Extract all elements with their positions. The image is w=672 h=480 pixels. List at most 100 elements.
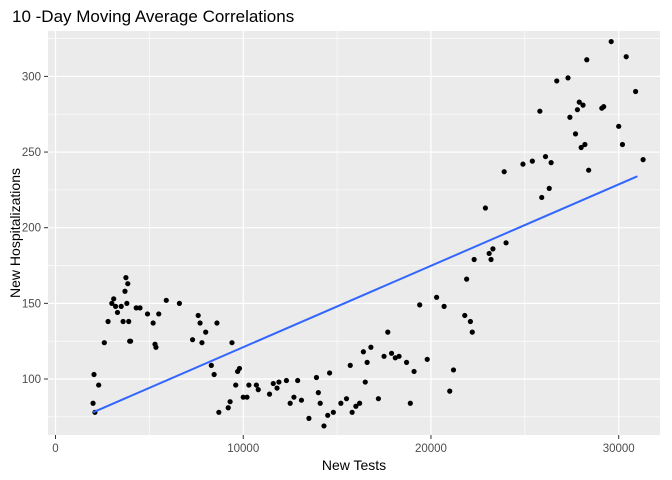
data-point bbox=[313, 374, 320, 381]
minor-gridlines bbox=[48, 31, 660, 435]
data-point bbox=[306, 415, 312, 421]
data-point bbox=[295, 377, 301, 384]
data-point bbox=[572, 131, 579, 137]
data-point bbox=[360, 349, 366, 355]
data-point bbox=[111, 296, 117, 302]
y-tick-label: 200 bbox=[22, 223, 41, 235]
y-tick-label: 300 bbox=[22, 71, 41, 83]
data-point bbox=[353, 403, 359, 409]
data-point bbox=[554, 78, 560, 84]
data-point bbox=[197, 320, 203, 326]
y-tick-label: 100 bbox=[22, 374, 41, 386]
data-point bbox=[403, 359, 410, 365]
data-point bbox=[195, 312, 201, 319]
x-tick-label: 0 bbox=[52, 443, 58, 455]
data-point bbox=[619, 141, 626, 148]
data-point bbox=[287, 400, 293, 406]
data-point bbox=[616, 123, 622, 129]
data-point bbox=[214, 320, 220, 326]
data-point bbox=[542, 153, 549, 160]
data-point bbox=[539, 194, 545, 201]
data-point bbox=[283, 377, 290, 384]
data-point bbox=[434, 294, 440, 300]
data-point bbox=[211, 371, 217, 378]
chart-title: 10 -Day Moving Average Correlations bbox=[12, 7, 294, 26]
data-point bbox=[582, 141, 588, 148]
data-point bbox=[326, 370, 333, 376]
data-point bbox=[118, 303, 124, 309]
y-tick-label: 250 bbox=[22, 147, 41, 159]
data-point bbox=[576, 99, 582, 105]
data-point bbox=[537, 108, 543, 114]
data-point bbox=[90, 400, 96, 406]
data-point bbox=[101, 340, 107, 346]
data-point bbox=[503, 240, 509, 246]
data-point bbox=[529, 158, 535, 164]
data-point bbox=[321, 423, 327, 429]
data-point bbox=[112, 303, 119, 309]
data-point bbox=[347, 362, 353, 368]
data-point bbox=[385, 329, 391, 335]
data-point bbox=[368, 344, 374, 350]
data-point bbox=[199, 340, 205, 346]
data-point bbox=[565, 75, 571, 81]
data-point bbox=[126, 318, 132, 325]
data-point bbox=[125, 281, 131, 287]
regression-line bbox=[92, 175, 638, 414]
data-point bbox=[471, 256, 477, 263]
data-point bbox=[96, 382, 102, 388]
data-point bbox=[176, 300, 183, 306]
data-point bbox=[469, 329, 475, 335]
data-point bbox=[208, 362, 214, 368]
x-axis-title: New Tests bbox=[322, 457, 386, 473]
data-point bbox=[124, 300, 130, 306]
data-point bbox=[396, 353, 402, 359]
data-point bbox=[315, 390, 321, 396]
plot-panel bbox=[48, 31, 660, 435]
y-axis-title: New Hospitalizations bbox=[7, 168, 23, 298]
data-point bbox=[490, 246, 496, 252]
scatter-points bbox=[90, 38, 646, 429]
data-point bbox=[388, 350, 395, 356]
y-axis-ticks: 100 150 200 250 300 bbox=[22, 71, 48, 386]
trend-line bbox=[92, 175, 638, 414]
data-point bbox=[246, 382, 252, 388]
data-point bbox=[325, 412, 331, 418]
data-point bbox=[462, 312, 468, 319]
x-tick-label: 20000 bbox=[415, 443, 447, 455]
data-point bbox=[216, 409, 222, 415]
x-tick-label: 10000 bbox=[227, 443, 259, 455]
data-point bbox=[133, 305, 139, 311]
data-point bbox=[464, 276, 470, 282]
data-point bbox=[343, 396, 350, 402]
data-point bbox=[546, 185, 552, 191]
data-point bbox=[236, 365, 243, 372]
data-point bbox=[362, 379, 368, 385]
data-point bbox=[574, 107, 580, 113]
data-point bbox=[255, 387, 261, 393]
data-point bbox=[349, 409, 355, 415]
data-point bbox=[128, 338, 134, 344]
data-point bbox=[114, 309, 121, 316]
data-point bbox=[584, 57, 590, 63]
data-point bbox=[229, 340, 235, 346]
data-point bbox=[364, 359, 370, 365]
data-point bbox=[567, 114, 573, 120]
data-point bbox=[266, 391, 273, 397]
data-point bbox=[123, 275, 129, 281]
data-point bbox=[153, 344, 159, 350]
data-point bbox=[338, 400, 344, 406]
data-point bbox=[270, 380, 276, 387]
data-point bbox=[120, 318, 126, 325]
data-point bbox=[411, 368, 417, 375]
x-axis-ticks: 0 10000 20000 30000 bbox=[52, 435, 635, 455]
data-point bbox=[240, 394, 246, 400]
data-point bbox=[640, 157, 646, 163]
data-point bbox=[150, 320, 156, 326]
data-point bbox=[520, 161, 526, 167]
major-gridlines bbox=[48, 31, 660, 435]
y-tick-label: 150 bbox=[22, 298, 41, 310]
data-point bbox=[109, 300, 115, 306]
data-point bbox=[253, 382, 259, 388]
data-point bbox=[450, 367, 457, 373]
